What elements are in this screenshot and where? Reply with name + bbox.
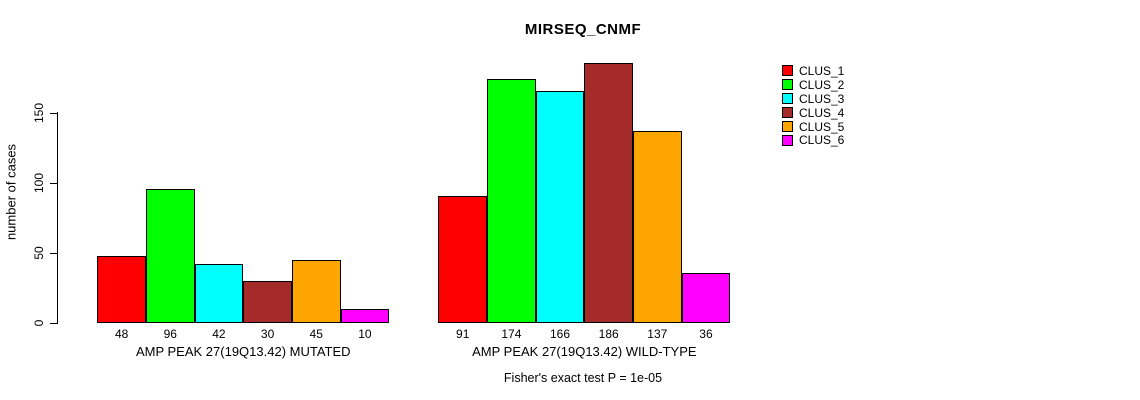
bar-value-label: 30 [260, 327, 275, 341]
bar-clus_6 [681, 272, 731, 323]
legend-swatch [782, 79, 793, 91]
legend-item: CLUS_1 [782, 64, 844, 78]
bar-clus_1 [438, 195, 488, 323]
y-tick-label: 50 [32, 245, 46, 260]
bar-value-label: 186 [598, 327, 619, 341]
bar-clus_4 [584, 62, 633, 323]
y-tick-label: 100 [32, 172, 46, 193]
bar-clus_5 [633, 130, 682, 323]
bar-value-label: 166 [549, 327, 571, 341]
legend-item: CLUS_2 [782, 78, 844, 92]
y-tick [50, 112, 58, 114]
legend-item: CLUS_4 [782, 106, 844, 120]
chart-title: MIRSEQ_CNMF [524, 21, 642, 38]
legend-item: CLUS_3 [782, 92, 844, 106]
bar-clus_2 [487, 78, 536, 323]
legend-swatch [782, 65, 793, 77]
bar-value-label: 48 [114, 327, 129, 341]
legend-label: CLUS_1 [799, 63, 845, 78]
bar-clus_2 [145, 188, 195, 323]
legend-item: CLUS_5 [782, 120, 844, 134]
y-tick-label: 0 [32, 319, 46, 326]
y-axis-line [57, 112, 58, 323]
legend-swatch [782, 93, 793, 105]
bar-value-label: 96 [163, 327, 177, 341]
legend-label: CLUS_4 [799, 105, 845, 120]
bar-value-label: 174 [501, 327, 522, 341]
bar-value-label: 91 [456, 327, 470, 341]
y-axis-label: number of cases [3, 143, 19, 241]
legend-label: CLUS_3 [799, 91, 845, 106]
group-label: AMP PEAK 27(19Q13.42) WILD-TYPE [472, 344, 697, 359]
group-label: AMP PEAK 27(19Q13.42) MUTATED [135, 344, 351, 359]
bar-value-label: 42 [212, 327, 226, 341]
y-tick [50, 322, 58, 324]
bar-value-label: 137 [647, 327, 668, 341]
bar-clus_6 [340, 308, 390, 323]
legend-label: CLUS_5 [799, 119, 845, 134]
bar-value-label: 45 [309, 327, 323, 341]
bar-value-label: 36 [699, 327, 713, 341]
bar-clus_1 [97, 255, 146, 323]
y-tick [50, 252, 58, 254]
legend-swatch [782, 134, 793, 146]
legend-swatch [782, 121, 793, 132]
bar-clus_4 [243, 280, 292, 323]
bar-clus_5 [291, 259, 341, 323]
bar-clus_3 [535, 90, 585, 323]
legend: CLUS_1 CLUS_2 CLUS_3 CLUS_4 CLUS_5 CLUS_6 [782, 64, 844, 147]
annotation-text: Fisher's exact test P = 1e-05 [503, 371, 663, 385]
legend-label: CLUS_6 [799, 133, 845, 148]
bar-value-label: 10 [358, 327, 372, 341]
legend-item: CLUS_6 [782, 133, 844, 147]
bar-clus_3 [194, 263, 244, 323]
legend-swatch [782, 107, 793, 119]
legend-label: CLUS_2 [799, 77, 845, 92]
y-tick [50, 182, 58, 184]
y-tick-label: 150 [32, 102, 46, 123]
